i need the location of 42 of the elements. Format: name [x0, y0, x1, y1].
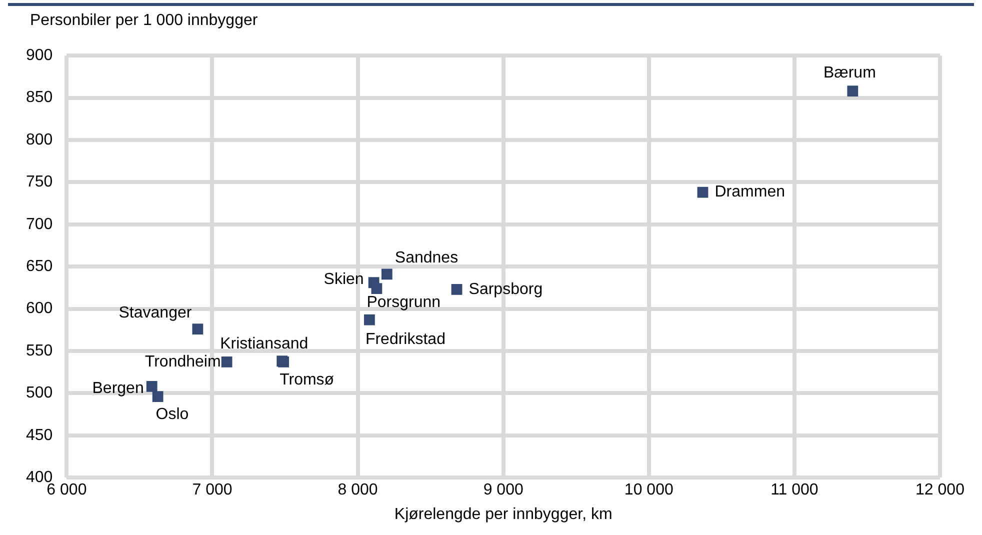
y-axis-title: Personbiler per 1 000 innbygger	[29, 11, 259, 31]
point	[192, 324, 204, 335]
x-tick-label: 9 000	[483, 482, 524, 499]
x-tick-label: 10 000	[624, 482, 674, 499]
y-tick-label: 500	[26, 384, 53, 402]
y-tick-label: 750	[26, 174, 53, 191]
y-tick-label: 800	[26, 131, 53, 148]
point	[364, 314, 375, 326]
point	[451, 284, 462, 295]
point	[152, 391, 164, 402]
point	[697, 186, 708, 198]
series-label: Sarpsborg	[468, 280, 543, 298]
point	[146, 381, 158, 392]
series-label: Bærum	[823, 64, 876, 82]
y-tick-label: 600	[26, 300, 53, 318]
x-tick-label: 7 000	[192, 482, 232, 499]
series-label: Bergen	[92, 380, 144, 397]
series-label: Sandnes	[394, 250, 458, 267]
series-label: Trondheim	[144, 353, 221, 370]
point	[847, 86, 858, 96]
y-tick-label: 550	[26, 342, 53, 360]
series-label: Kristiansand	[220, 336, 308, 353]
series-label: Oslo	[156, 406, 189, 423]
x-tick-label: 8 000	[338, 482, 378, 499]
y-tick-label: 850	[26, 89, 53, 106]
point	[381, 268, 392, 280]
y-tick-label: 700	[26, 216, 53, 233]
y-tick-label: 650	[26, 258, 53, 276]
series-label: Tromsø	[280, 371, 334, 388]
x-axis-title: Kjørelengde per innbygger, km	[394, 506, 612, 523]
series-label: Skien	[324, 271, 364, 288]
x-tick-label: 6 000	[46, 482, 87, 499]
point	[221, 356, 232, 368]
point	[368, 277, 380, 288]
series-label: Stavanger	[118, 304, 192, 322]
series-label: Porsgrunn	[366, 294, 441, 311]
x-tick-label: 12 000	[916, 482, 965, 499]
series-label: Drammen	[714, 184, 785, 201]
series-label: Fredrikstad	[365, 331, 446, 348]
y-tick-label: 450	[26, 426, 53, 444]
x-tick-label: 11 000	[770, 482, 818, 499]
y-tick-label: 900	[26, 47, 53, 64]
